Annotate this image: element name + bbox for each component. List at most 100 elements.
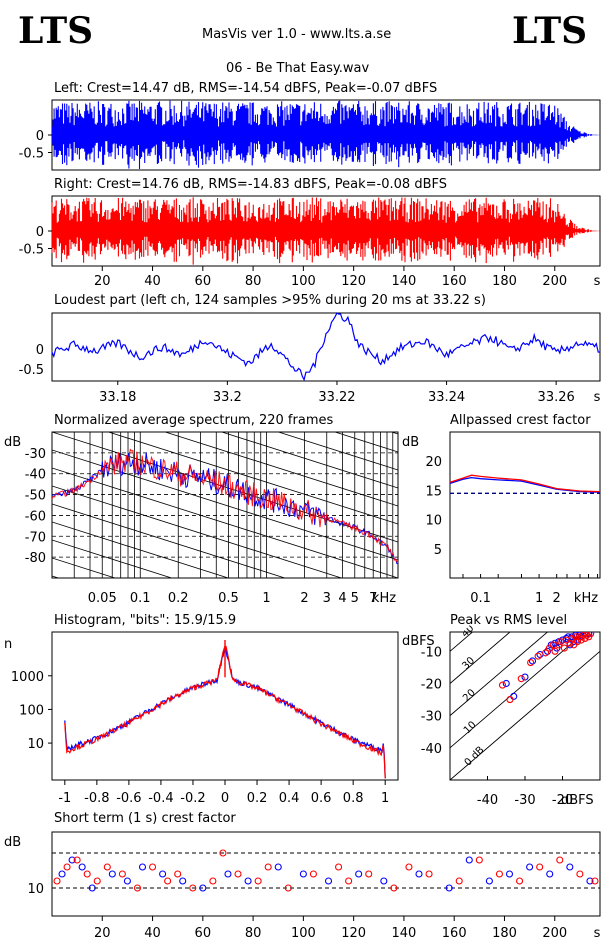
short-term-right-point: [345, 877, 353, 885]
peak-rms-right-point: [560, 644, 568, 652]
peak-rms-right-point: [568, 634, 576, 642]
short-term-right-point: [365, 870, 373, 878]
allpassed-xtick-label: 0.1: [470, 591, 491, 606]
peak-rms-diagonal-label: 0 dB: [463, 745, 487, 769]
allpassed-ytick-label: 20: [425, 455, 442, 470]
right-waveform-xtick-label: 180: [492, 274, 517, 289]
loudest-part-xtick-label: 33.26: [538, 390, 575, 405]
loudest-part-frame: [51, 312, 601, 382]
spectrum-slope-line: [390, 432, 398, 435]
spectrum-slope-line: [52, 503, 287, 578]
peak-rms-left-point: [510, 692, 518, 700]
left-waveform-ytick-label: -0.5: [19, 147, 44, 162]
spectrum-slope-line: [52, 557, 117, 578]
histogram-ytick-label: 1000: [11, 670, 44, 685]
right-waveform-xtick-label: 160: [442, 274, 467, 289]
short-term-left-point: [199, 884, 207, 892]
right-waveform-ytick-label: -0.5: [19, 243, 44, 258]
peak-rms-diagonal-label: 30: [460, 655, 477, 672]
short-term-xunit-label: s: [594, 926, 601, 941]
spectrum-slope-line: [107, 432, 398, 525]
peak-rms-diagonal-label: 40: [460, 623, 477, 640]
short-term-left-point: [380, 877, 388, 885]
spectrum-ytick-label: -30: [25, 447, 46, 462]
spectrum-ytick-label: -70: [25, 530, 46, 545]
short-term-left-point: [465, 856, 473, 864]
peak-rms-xtick-label: -20: [552, 793, 573, 808]
peak-rms-right-point: [517, 675, 525, 683]
short-term-xtick-label: 120: [341, 926, 366, 941]
peak-rms-right-point: [583, 632, 591, 639]
short-term-left-point: [179, 877, 187, 885]
spectrum-xtick-label: 7: [369, 591, 377, 606]
spectrum-slope-line: [333, 432, 398, 453]
allpassed-ytick-label: 5: [434, 543, 442, 558]
short-term-left-point: [224, 870, 232, 878]
short-term-right-point: [118, 870, 126, 878]
short-term-left-point: [415, 870, 423, 878]
histogram-xtick-label: 0.8: [343, 791, 364, 806]
short-term-right-point: [133, 884, 142, 892]
left-waveform-ytick-label: 0: [36, 129, 44, 144]
short-term-left-point: [355, 870, 363, 878]
histogram-xtick-label: -0.6: [116, 791, 141, 806]
allpassed-frame: [449, 431, 601, 579]
short-term-right-point: [254, 877, 262, 885]
short-term-right-point: [83, 870, 91, 878]
short-term-right-point: [63, 863, 71, 871]
allpassed-xunit-label: kHz: [574, 591, 598, 606]
short-term-right-point: [103, 863, 111, 871]
spectrum-title: Normalized average spectrum, 220 frames: [54, 413, 334, 428]
peak-rms-xtick-label: -30: [514, 793, 535, 808]
short-term-left-point: [526, 863, 534, 871]
short-term-left-point: [123, 877, 131, 885]
short-term-right-point: [591, 877, 599, 885]
spectrum-slope-line: [52, 539, 173, 578]
short-term-xtick-label: 60: [195, 926, 212, 941]
allpassed-left-line: [449, 476, 601, 493]
short-term-left-point: [159, 870, 167, 878]
short-term-left-point: [138, 863, 147, 871]
histogram-xtick-label: 1: [381, 791, 389, 806]
spectrum-xtick-label: 4: [338, 591, 346, 606]
short-term-xtick-label: 180: [492, 926, 517, 941]
short-term-right-point: [390, 884, 398, 892]
loudest-part-ytick-label: 0: [36, 343, 44, 358]
spectrum-xtick-label: 0.1: [130, 591, 151, 606]
peak-rms-left-point: [521, 673, 529, 681]
track-name: 06 - Be That Easy.wav: [226, 61, 370, 76]
app-title: MasVis ver 1.0 - www.lts.a.se: [202, 27, 392, 42]
histogram-xtick-label: -1: [58, 791, 71, 806]
spectrum-xtick-label: 0.2: [168, 591, 189, 606]
short-term-right-point: [335, 863, 343, 871]
spectrum-slope-line: [52, 449, 398, 561]
short-term-right-point: [73, 856, 81, 864]
peak-rms-diagonal: [450, 632, 549, 717]
short-term-right-point: [576, 870, 584, 878]
short-term-left-point: [566, 863, 574, 871]
left-waveform-signal: [51, 100, 600, 169]
histogram-title: Histogram, "bits": 15.9/15.9: [54, 613, 237, 628]
spectrum-ytick-label: -40: [25, 468, 46, 483]
histogram-xtick-label: 0.6: [311, 791, 332, 806]
short-term-left-point: [546, 870, 554, 878]
peak-rms-left-point: [558, 636, 567, 644]
peak-rms-right-point: [542, 649, 550, 657]
allpassed-ytick-label: 15: [425, 484, 442, 499]
spectrum-slope-line: [277, 432, 398, 471]
allpassed-ytick-label: 10: [425, 514, 442, 529]
short-term-right-point: [455, 877, 463, 885]
short-term-left-point: [485, 877, 493, 885]
peak-rms-xlabel: dBFS: [561, 793, 594, 808]
spectrum-ytick-label: -50: [25, 489, 46, 504]
right-waveform-xunit-label: s: [594, 274, 601, 289]
peak-rms-right-point: [587, 632, 595, 638]
loudest-part-xtick-label: 33.24: [428, 390, 465, 405]
loudest-part-xtick-label: 33.22: [318, 390, 355, 405]
short-term-right-point: [189, 884, 197, 892]
short-term-xtick-label: 160: [442, 926, 467, 941]
loudest-part-xtick-label: 33.18: [99, 390, 136, 405]
peak-rms-ytick-label: -40: [421, 742, 442, 757]
peak-rms-right-point: [506, 696, 514, 704]
short-term-right-point: [149, 863, 157, 871]
